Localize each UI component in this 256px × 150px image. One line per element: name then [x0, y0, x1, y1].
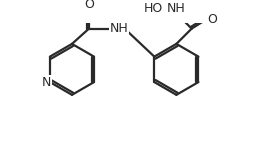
Text: O: O — [84, 0, 94, 11]
Text: NH: NH — [109, 22, 128, 35]
Text: NH: NH — [167, 2, 186, 15]
Text: O: O — [207, 13, 217, 26]
Text: HO: HO — [144, 2, 163, 15]
Text: N: N — [42, 76, 51, 89]
